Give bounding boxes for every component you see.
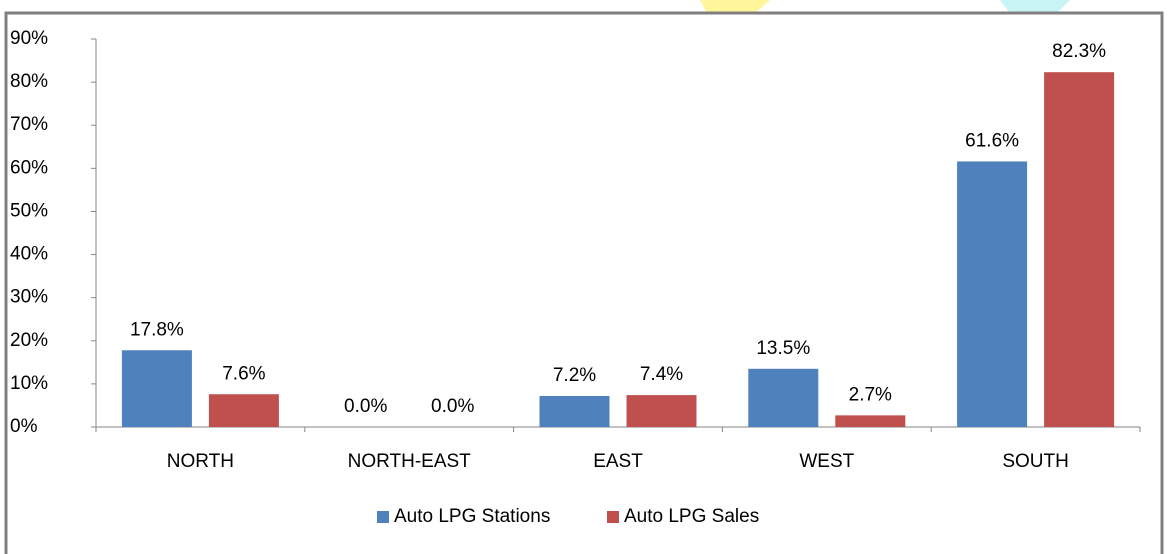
value-label: 61.6% (965, 130, 1019, 151)
value-label: 13.5% (756, 338, 810, 359)
value-label: 2.7% (849, 384, 892, 405)
x-tick-label: WEST (799, 451, 854, 472)
value-label: 7.2% (553, 365, 596, 386)
bar (748, 368, 819, 427)
x-tick-label: EAST (593, 451, 643, 472)
bar (208, 394, 279, 427)
y-tick-label: 50% (10, 200, 48, 221)
x-tick-label: NORTH-EAST (348, 451, 472, 472)
y-tick-label: 40% (10, 244, 48, 265)
y-tick-label: 20% (10, 330, 48, 351)
x-tick-label: NORTH (167, 451, 234, 472)
value-label: 7.6% (222, 363, 265, 384)
value-label: 0.0% (431, 396, 474, 417)
legend-label: Auto LPG Sales (624, 506, 759, 527)
bar (957, 161, 1028, 428)
bar (121, 350, 192, 427)
value-label: 0.0% (344, 396, 387, 417)
y-tick-label: 30% (10, 287, 48, 308)
value-label: 7.4% (640, 364, 683, 385)
value-label: 17.8% (130, 319, 184, 340)
bar (835, 415, 906, 427)
y-tick-label: 60% (10, 157, 48, 178)
y-tick-label: 0% (10, 416, 38, 437)
legend-swatch (377, 511, 389, 523)
y-tick-label: 80% (10, 71, 48, 92)
y-tick-label: 70% (10, 114, 48, 135)
legend-label: Auto LPG Stations (394, 506, 550, 527)
value-label: 82.3% (1052, 41, 1106, 62)
y-tick-label: 90% (10, 28, 48, 49)
legend-swatch (607, 511, 619, 523)
bar (539, 395, 610, 427)
y-tick-label: 10% (10, 373, 48, 394)
bar (1044, 72, 1115, 427)
x-tick-label: SOUTH (1002, 451, 1069, 472)
bar (626, 395, 697, 427)
